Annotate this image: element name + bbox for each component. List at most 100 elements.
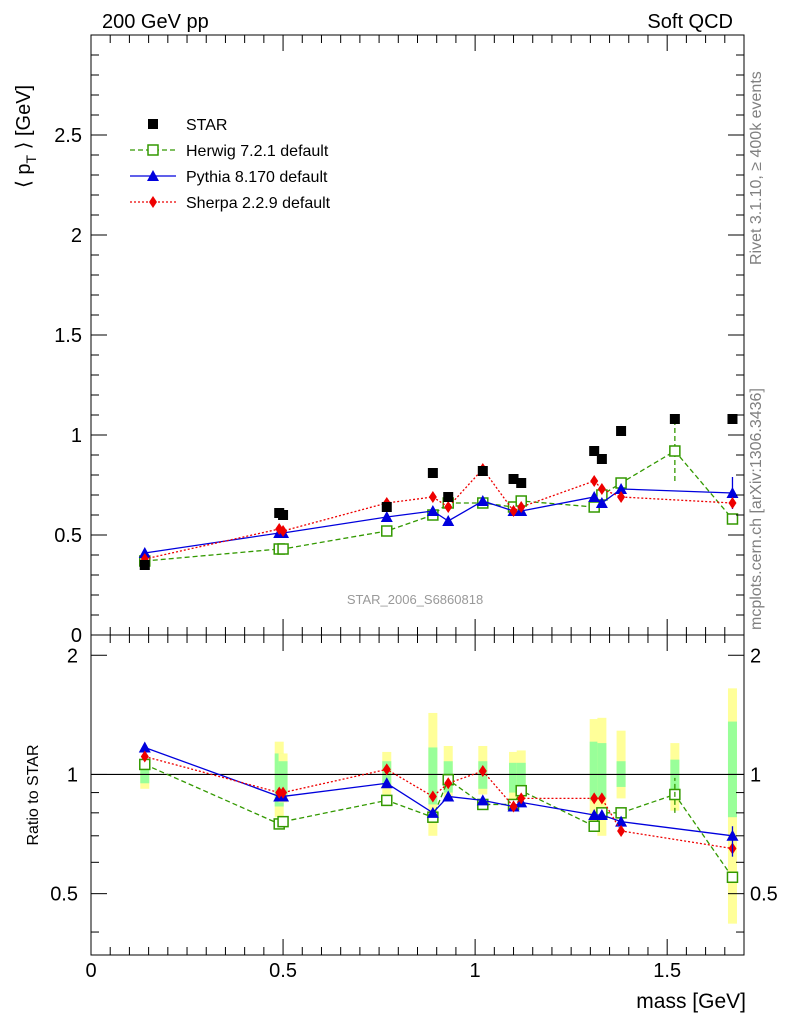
ratio-y-tick-label-left: 0.5: [50, 884, 78, 906]
header-right-title: Soft QCD: [647, 11, 733, 33]
ratio-y-tick-label-left: 2: [67, 645, 78, 667]
main-star-point: [589, 446, 600, 456]
main-series-group: [138, 414, 739, 570]
main-star-point: [427, 468, 438, 478]
ratio-sherpa-point: [478, 765, 487, 778]
ratio-pythia-point: [588, 808, 601, 820]
legend-sherpa-marker: [149, 196, 157, 208]
header-left-title: 200 GeV pp: [102, 11, 209, 33]
ratio-stat-uncertainty-band: [589, 741, 599, 801]
main-y-tick-label: 1: [71, 425, 82, 447]
ratio-herwig-point: [588, 820, 600, 832]
ratio-y-tick-label-right: 2: [750, 645, 761, 667]
ratio-sherpa-point: [279, 786, 288, 799]
ratio-pythia-point: [615, 815, 628, 827]
x-axis-title: mass [GeV]: [636, 990, 746, 1013]
ratio-y-tick-label-left: 1: [67, 764, 78, 786]
legend-pythia-marker: [147, 170, 159, 181]
main-y-axis-title-post: ⟩ [GeV]: [13, 85, 35, 155]
main-star-point: [139, 560, 150, 570]
ratio-sherpa-point: [590, 792, 599, 805]
main-herwig-point: [277, 543, 289, 555]
main-star-point: [669, 414, 680, 424]
analysis-watermark: STAR_2006_S6860818: [347, 592, 483, 607]
ratio-y-tick-label-right: 1: [750, 764, 761, 786]
ratio-plot-frame: [90, 634, 745, 956]
legend-sherpa-label: Sherpa 2.2.9 default: [186, 195, 331, 212]
legend: STAR Herwig 7.2.1 default Pythia 8.170 def…: [130, 117, 331, 212]
ratio-uncertainty-bands: [91, 688, 744, 924]
legend-star-label: STAR: [186, 117, 227, 134]
ratio-sherpa-point: [444, 777, 453, 790]
ratio-pythia-point: [442, 790, 455, 802]
ratio-pythia-line: [144, 746, 733, 837]
ratio-stat-uncertainty-band: [727, 721, 737, 818]
ratio-series-group: [138, 741, 739, 884]
main-sherpa-point: [590, 475, 599, 487]
ratio-pythia-point: [476, 794, 489, 806]
ratio-herwig-point: [726, 871, 739, 884]
ratio-sherpa-point: [140, 750, 149, 763]
main-y-axis-title-pre: ⟨ p: [13, 164, 35, 188]
legend-pythia-label: Pythia 8.170 default: [186, 169, 328, 186]
main-herwig-point: [726, 513, 739, 525]
ratio-herwig-point: [381, 794, 393, 807]
main-sherpa-point: [728, 497, 737, 509]
main-pythia-point: [476, 495, 489, 506]
main-y-axis-title-sub: T: [23, 155, 39, 164]
ratio-pythia-point: [595, 808, 608, 820]
main-sherpa-point: [597, 483, 606, 495]
main-star-point: [278, 510, 289, 520]
main-star-point: [381, 502, 392, 512]
main-y-tick-label: 1.5: [54, 325, 82, 347]
main-pythia-point: [138, 547, 151, 558]
main-pythia-point: [726, 487, 739, 498]
ratio-herwig-line: [144, 763, 734, 878]
ratio-herwig-point: [277, 815, 289, 828]
mcplots-label: mcplots.cern.ch [arXiv:1306.3436]: [748, 388, 765, 630]
ratio-sherpa-point: [517, 792, 526, 805]
ratio-sherpa-point: [428, 790, 437, 803]
main-star-point: [727, 414, 738, 424]
x-tick-label: 0.5: [269, 960, 297, 982]
rivet-version-label: Rivet 3.1.10, ≥ 400k events: [748, 71, 765, 265]
ratio-stat-uncertainty-band: [670, 759, 680, 795]
ratio-stat-uncertainty-band: [516, 762, 526, 791]
main-sherpa-point: [444, 501, 453, 513]
main-star-point: [516, 478, 527, 488]
legend-herwig-marker: [147, 144, 159, 156]
main-pythia-point: [615, 483, 628, 494]
ratio-stat-uncertainty-band: [278, 761, 288, 797]
main-sherpa-point: [279, 525, 288, 537]
ratio-pythia-point: [380, 777, 393, 789]
main-y-tick-label: 0: [71, 625, 82, 647]
main-sherpa-point: [517, 501, 526, 513]
main-y-tick-label: 0.5: [54, 525, 82, 547]
main-sherpa-point: [509, 505, 518, 517]
ratio-sherpa-point: [597, 792, 606, 805]
main-pythia-point: [588, 491, 601, 502]
ratio-pythia-point: [426, 806, 439, 818]
main-y-tick-label: 2.5: [54, 125, 82, 147]
ratio-y-tick-label-right: 0.5: [750, 884, 778, 906]
x-tick-label: 1: [470, 960, 481, 982]
main-sherpa-point: [428, 491, 437, 503]
ratio-pythia-point: [138, 741, 151, 753]
main-herwig-line: [144, 450, 733, 562]
ratio-stat-uncertainty-band: [509, 762, 519, 793]
main-y-axis-title: ⟨ pT ⟩ [GeV]: [13, 85, 39, 188]
main-star-point: [443, 492, 454, 502]
main-star-point: [477, 466, 488, 476]
ratio-sherpa-point: [617, 824, 626, 837]
main-star-point: [596, 454, 607, 464]
main-pythia-point: [595, 497, 608, 508]
main-herwig-point: [381, 525, 393, 537]
ratio-stat-uncertainty-band: [597, 743, 607, 799]
main-star-point: [508, 474, 519, 484]
x-tick-label: 0: [85, 960, 96, 982]
ratio-sherpa-point: [382, 763, 391, 776]
x-tick-label: 1.5: [653, 960, 681, 982]
legend-herwig-label: Herwig 7.2.1 default: [186, 143, 329, 160]
